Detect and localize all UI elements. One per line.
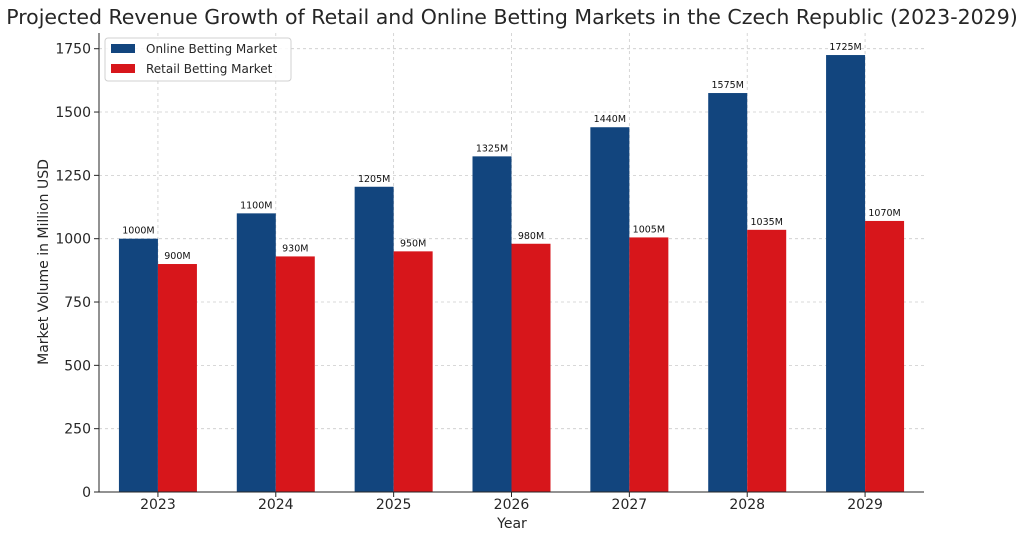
bar-retail	[865, 220, 905, 492]
axes-layer: 0 250 500 750 1000 1250 1500 1750 2023 2024 2025 20…	[55, 33, 924, 513]
legend: Online Betting Market Retail Betting Mar…	[104, 37, 292, 82]
bar-retail	[275, 256, 315, 492]
data-label-retail: 1070M	[868, 208, 900, 219]
x-tick-label: 2025	[376, 497, 412, 513]
bars-layer	[118, 55, 905, 493]
bar-online	[826, 55, 866, 492]
bar-retail	[747, 229, 787, 492]
data-label-online: 1725M	[829, 42, 861, 53]
bar-retail	[393, 251, 433, 492]
y-tick-label: 0	[82, 485, 91, 501]
x-tick-label: 2023	[140, 497, 176, 513]
data-label-online: 1100M	[240, 200, 272, 211]
data-label-retail: 930M	[282, 243, 308, 254]
y-tick-label: 750	[64, 295, 91, 311]
data-label-retail: 1005M	[633, 224, 665, 235]
bar-retail	[157, 264, 197, 492]
bar-retail	[511, 243, 551, 492]
bar-online	[118, 238, 158, 492]
y-axis-label: Market Volume in Million USD	[36, 159, 52, 365]
data-label-online: 1325M	[476, 143, 508, 154]
bar-online	[472, 156, 512, 492]
bar-online	[354, 186, 394, 492]
bar-online	[708, 93, 748, 493]
data-label-online: 1440M	[594, 114, 626, 125]
x-tick-label: 2029	[847, 497, 883, 513]
data-label-retail: 1035M	[751, 217, 783, 228]
data-label-retail: 980M	[518, 231, 544, 242]
y-tick-label: 1500	[55, 105, 91, 121]
y-tick-label: 1250	[55, 168, 91, 184]
legend-swatch-retail	[111, 64, 135, 73]
data-labels-layer: 1000M 900M 1100M 930M 1205M 950M 1325M 980M 1440…	[122, 42, 901, 262]
legend-box	[104, 37, 292, 82]
data-label-online: 1205M	[358, 174, 390, 185]
chart-title: Projected Revenue Growth of Retail and O…	[6, 5, 1018, 29]
data-label-retail: 900M	[164, 251, 190, 262]
y-tick-label: 1000	[55, 232, 91, 248]
x-tick-label: 2024	[258, 497, 294, 513]
data-label-online: 1000M	[122, 226, 154, 237]
y-tick-label: 500	[64, 358, 91, 374]
legend-label-online: Online Betting Market	[146, 42, 277, 56]
x-axis-label: Year	[496, 516, 527, 532]
data-label-online: 1575M	[712, 80, 744, 91]
x-tick-label: 2026	[494, 497, 530, 513]
legend-swatch-online	[111, 44, 135, 53]
x-tick-label: 2027	[612, 497, 648, 513]
bar-online	[590, 127, 630, 493]
x-tick-label: 2028	[729, 497, 765, 513]
bar-retail	[629, 237, 669, 492]
y-tick-label: 1750	[55, 42, 91, 58]
y-tick-label: 250	[64, 422, 91, 438]
bar-online	[236, 213, 276, 493]
data-label-retail: 950M	[400, 238, 426, 249]
legend-label-retail: Retail Betting Market	[146, 62, 273, 76]
